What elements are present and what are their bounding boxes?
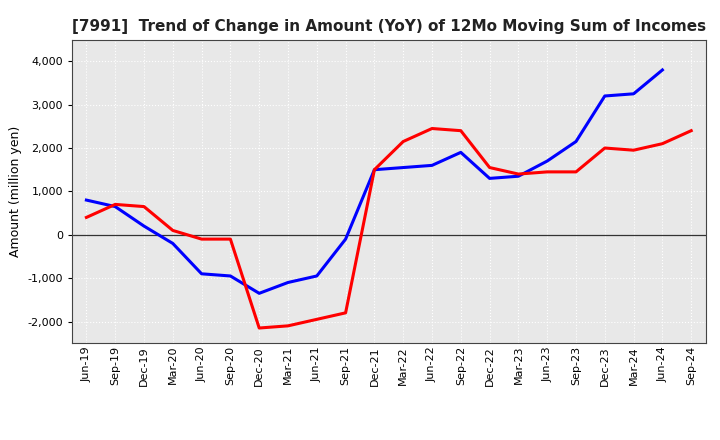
Ordinary Income [312, 273, 321, 279]
Net Income [111, 202, 120, 207]
Net Income [600, 145, 609, 150]
Ordinary Income [168, 241, 177, 246]
Ordinary Income [428, 163, 436, 168]
Net Income [658, 141, 667, 147]
Ordinary Income [543, 158, 552, 164]
Net Income [370, 167, 379, 172]
Net Income [428, 126, 436, 131]
Ordinary Income [140, 224, 148, 229]
Net Income [226, 236, 235, 242]
Ordinary Income [341, 236, 350, 242]
Y-axis label: Amount (million yen): Amount (million yen) [9, 126, 22, 257]
Ordinary Income [629, 91, 638, 96]
Ordinary Income [197, 271, 206, 276]
Net Income [197, 236, 206, 242]
Net Income [140, 204, 148, 209]
Line: Net Income: Net Income [86, 128, 691, 328]
Ordinary Income [82, 198, 91, 203]
Net Income [341, 310, 350, 315]
Net Income [284, 323, 292, 329]
Ordinary Income [111, 204, 120, 209]
Ordinary Income [658, 67, 667, 73]
Ordinary Income [226, 273, 235, 279]
Title: [7991]  Trend of Change in Amount (YoY) of 12Mo Moving Sum of Incomes: [7991] Trend of Change in Amount (YoY) o… [72, 19, 706, 34]
Net Income [399, 139, 408, 144]
Net Income [312, 317, 321, 322]
Ordinary Income [399, 165, 408, 170]
Ordinary Income [572, 139, 580, 144]
Ordinary Income [456, 150, 465, 155]
Ordinary Income [370, 167, 379, 172]
Net Income [255, 326, 264, 331]
Net Income [168, 228, 177, 233]
Ordinary Income [600, 93, 609, 99]
Net Income [485, 165, 494, 170]
Net Income [82, 215, 91, 220]
Net Income [543, 169, 552, 175]
Ordinary Income [485, 176, 494, 181]
Ordinary Income [514, 173, 523, 179]
Net Income [514, 172, 523, 177]
Ordinary Income [284, 280, 292, 285]
Line: Ordinary Income: Ordinary Income [86, 70, 662, 293]
Net Income [572, 169, 580, 175]
Ordinary Income [255, 291, 264, 296]
Net Income [687, 128, 696, 133]
Net Income [456, 128, 465, 133]
Net Income [629, 147, 638, 153]
